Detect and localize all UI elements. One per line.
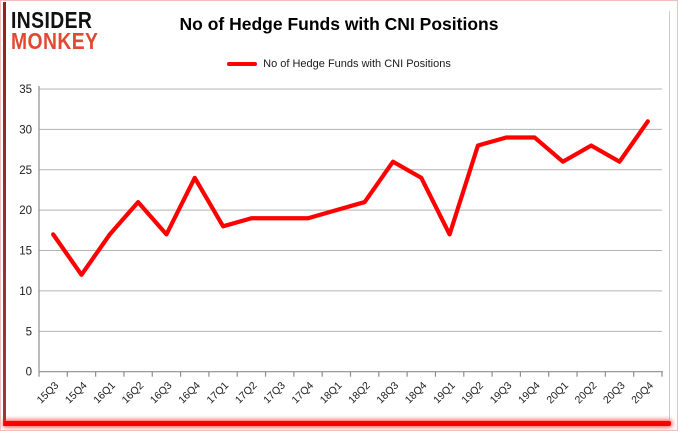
legend-line-swatch bbox=[227, 61, 258, 67]
x-tick-label: 19Q2 bbox=[459, 380, 486, 407]
x-tick-label: 15Q3 bbox=[35, 380, 62, 407]
x-tick-label: 20Q1 bbox=[544, 380, 571, 407]
x-tick-label: 16Q3 bbox=[148, 380, 175, 407]
series-line bbox=[51, 119, 650, 277]
x-tick-label: 17Q3 bbox=[261, 380, 288, 407]
x-tick-label: 17Q4 bbox=[289, 380, 316, 407]
y-tick-label: 15 bbox=[19, 246, 32, 258]
logo-line2: MONKEY bbox=[11, 28, 99, 54]
y-tick-label: 20 bbox=[19, 205, 32, 217]
x-tick-label: 16Q1 bbox=[91, 380, 118, 407]
y-tick-label: 25 bbox=[19, 165, 32, 177]
y-tick-label: 10 bbox=[19, 286, 32, 298]
x-tick-label: 18Q3 bbox=[374, 380, 401, 407]
x-tick-label: 20Q4 bbox=[629, 380, 656, 407]
x-tick-label: 16Q4 bbox=[176, 380, 203, 407]
x-tick-label: 17Q2 bbox=[233, 380, 260, 407]
insider-monkey-logo: INSIDER MONKEY bbox=[11, 7, 99, 54]
x-tick-label: 19Q4 bbox=[516, 380, 543, 407]
x-tick-label: 17Q1 bbox=[205, 380, 232, 407]
y-tick-label: 5 bbox=[26, 326, 32, 338]
legend: No of Hedge Funds with CNI Positions bbox=[1, 58, 677, 70]
legend-label: No of Hedge Funds with CNI Positions bbox=[263, 58, 451, 70]
x-tick-label: 19Q1 bbox=[431, 380, 458, 407]
x-tick-label: 18Q1 bbox=[318, 380, 345, 407]
left-accent-bar bbox=[3, 2, 6, 426]
x-tick-label: 16Q2 bbox=[120, 380, 147, 407]
x-tick-label: 20Q2 bbox=[573, 380, 600, 407]
bottom-red-bar bbox=[4, 421, 671, 426]
x-tick-label: 19Q3 bbox=[488, 380, 515, 407]
x-tick-label: 18Q2 bbox=[346, 380, 373, 407]
x-tick-label: 20Q3 bbox=[601, 380, 628, 407]
x-tick-label: 15Q4 bbox=[63, 380, 90, 407]
chart-title: No of Hedge Funds with CNI Positions bbox=[179, 14, 499, 34]
right-shadow-line bbox=[668, 11, 670, 420]
y-tick-label: 30 bbox=[19, 124, 32, 136]
logo-line1: INSIDER bbox=[11, 7, 93, 33]
y-tick-label: 0 bbox=[26, 367, 32, 379]
x-tick-label: 18Q4 bbox=[403, 380, 430, 407]
y-tick-label: 35 bbox=[19, 84, 32, 96]
